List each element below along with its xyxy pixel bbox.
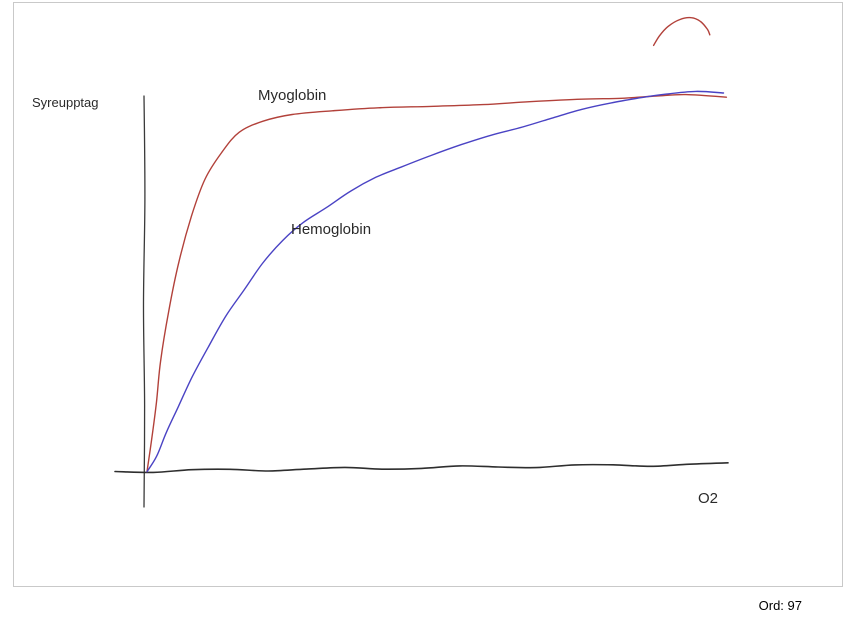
myoglobin-curve: [146, 93, 728, 473]
drawing-frame[interactable]: Syreupptag Myoglobin Hemoglobin O2: [13, 2, 843, 587]
series-label-hemoglobin: Hemoglobin: [291, 221, 372, 238]
y-axis-line: [142, 95, 146, 508]
x-axis-label: O2: [698, 490, 719, 507]
x-axis-line: [114, 462, 729, 474]
word-count: Ord: 97: [758, 598, 802, 613]
drawing-canvas[interactable]: [14, 3, 842, 586]
y-axis-label: Syreupptag: [32, 95, 99, 110]
hemoglobin-curve: [146, 90, 725, 473]
stray-red-mark: [652, 16, 711, 47]
drawing-canvas-wrap: [14, 3, 842, 586]
series-label-myoglobin: Myoglobin: [258, 87, 327, 104]
